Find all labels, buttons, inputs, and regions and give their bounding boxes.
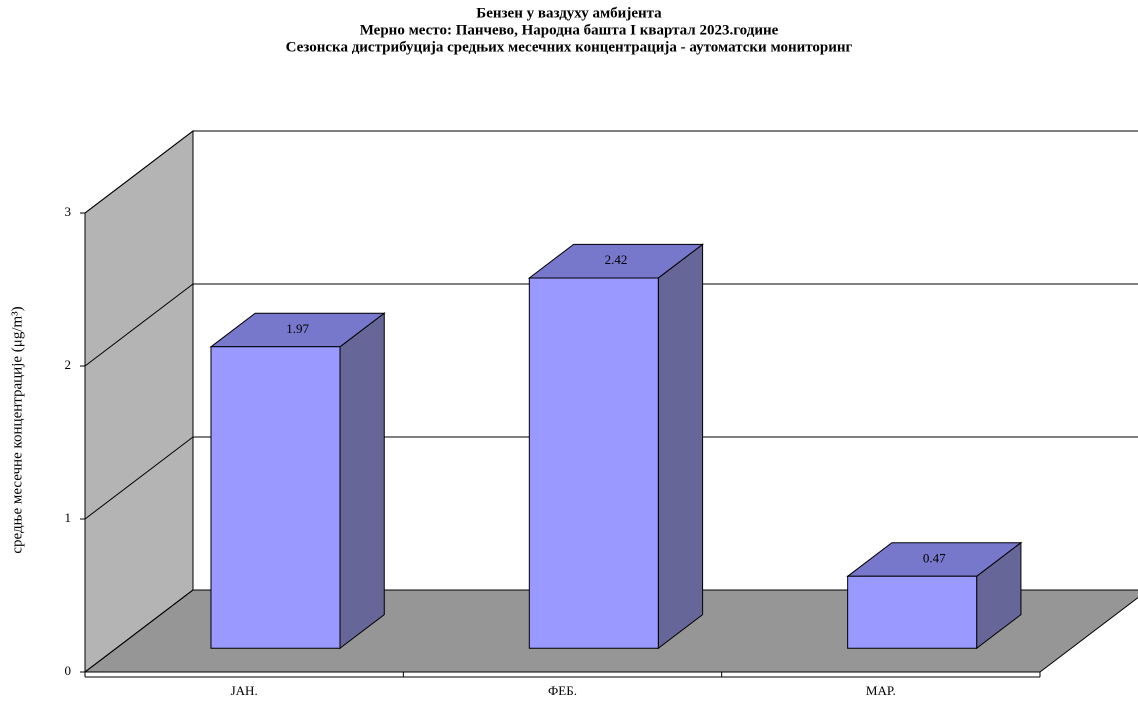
y-tick-label: 2 [65, 357, 72, 372]
left-wall [84, 129, 194, 674]
chart-subtitle: Мерно место: Панчево, Народна башта I кв… [360, 22, 779, 38]
y-tick-label: 3 [65, 204, 72, 219]
bar [847, 575, 978, 649]
y-tick-label: 0 [65, 663, 72, 678]
value-label: 2.42 [605, 252, 628, 267]
value-label: 0.47 [923, 550, 946, 565]
bar-side [339, 312, 385, 650]
x-tick-label: МАР. [866, 683, 896, 698]
grid-line [84, 436, 194, 520]
y-tick-label: 1 [65, 510, 72, 525]
grid-line [84, 130, 194, 214]
bar-side [657, 243, 704, 650]
x-tick-label: ФЕБ. [548, 683, 577, 698]
value-label: 1.97 [286, 321, 309, 336]
y-axis-label: средње месечне концентрације (μg/m³) [9, 306, 25, 553]
bar [210, 346, 341, 649]
chart-title: Бензен у ваздуху амбијента [476, 5, 662, 21]
grid-line [84, 589, 194, 673]
x-tick-label: ЈАН. [231, 683, 258, 698]
grid-line [84, 283, 194, 367]
chart-subtitle: Сезонска дистрибуција средњих месечних к… [286, 39, 853, 55]
bar [528, 277, 659, 649]
